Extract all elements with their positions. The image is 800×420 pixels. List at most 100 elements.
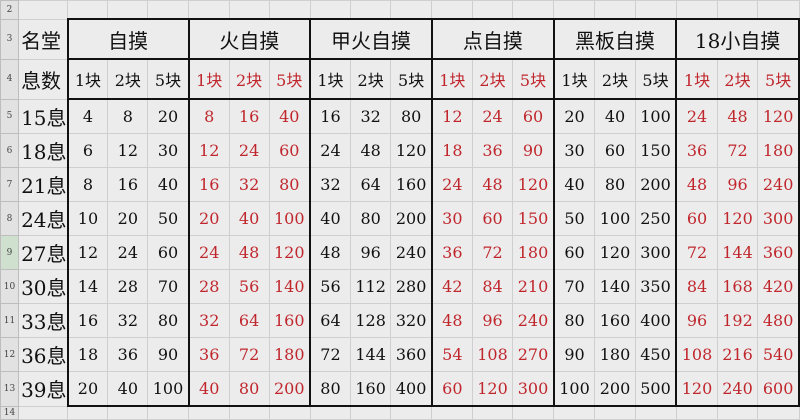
row-header[interactable]: 13 [0,371,20,407]
row-header[interactable]: 12 [0,337,20,372]
empty-cell[interactable] [634,0,677,20]
row-header[interactable]: 9 [0,235,20,270]
value-cell[interactable]: 160 [268,303,312,338]
value-cell[interactable]: 96 [675,303,718,338]
value-cell[interactable]: 18 [430,133,473,168]
value-cell[interactable]: 80 [390,98,433,134]
row-header[interactable]: 8 [0,201,20,236]
value-cell[interactable]: 16 [107,167,149,202]
value-cell[interactable]: 48 [716,98,759,134]
value-cell[interactable]: 400 [634,303,678,338]
value-cell[interactable]: 80 [268,167,312,202]
empty-cell[interactable] [431,0,473,20]
value-cell[interactable]: 48 [349,133,392,168]
sub-header[interactable]: 5块 [268,58,312,100]
sub-header[interactable]: 5块 [390,58,433,100]
value-cell[interactable]: 120 [390,133,433,168]
value-cell[interactable]: 192 [716,303,759,338]
row-name[interactable]: 39息 [18,371,69,407]
value-cell[interactable]: 56 [309,269,351,304]
sub-header[interactable]: 2块 [471,58,514,100]
value-cell[interactable]: 24 [228,133,270,168]
empty-cell[interactable] [228,405,270,420]
value-cell[interactable]: 48 [309,235,351,270]
value-cell[interactable]: 40 [228,201,270,236]
value-cell[interactable]: 216 [716,337,759,372]
value-cell[interactable]: 36 [430,235,473,270]
group-header[interactable]: 点自摸 [430,18,555,60]
value-cell[interactable]: 72 [309,337,351,372]
value-cell[interactable]: 168 [716,269,759,304]
value-cell[interactable]: 36 [471,133,514,168]
value-cell[interactable]: 200 [390,201,433,236]
empty-cell[interactable] [188,0,230,20]
empty-cell[interactable] [309,0,351,20]
value-cell[interactable]: 108 [675,337,718,372]
empty-cell[interactable] [431,405,473,420]
value-cell[interactable]: 24 [309,133,351,168]
value-cell[interactable]: 60 [471,201,514,236]
empty-cell[interactable] [594,0,636,20]
value-cell[interactable]: 60 [147,235,190,270]
row-name[interactable]: 15息 [18,98,69,134]
value-cell[interactable]: 12 [187,133,230,168]
value-cell[interactable]: 40 [268,98,312,134]
value-cell[interactable]: 36 [187,337,230,372]
group-header[interactable]: 自摸 [66,18,190,60]
value-cell[interactable]: 60 [675,201,718,236]
value-cell[interactable]: 24 [107,235,149,270]
empty-cell[interactable] [268,0,311,20]
value-cell[interactable]: 12 [107,133,149,168]
value-cell[interactable]: 180 [757,133,800,168]
group-header[interactable]: 18小自摸 [675,18,800,60]
value-cell[interactable]: 100 [552,371,596,407]
row-header[interactable]: 2 [0,0,20,20]
value-cell[interactable]: 200 [268,371,312,407]
name-header-top[interactable]: 名堂 [18,18,69,60]
value-cell[interactable]: 32 [228,167,270,202]
value-cell[interactable]: 70 [147,269,190,304]
row-name[interactable]: 21息 [18,167,69,202]
value-cell[interactable]: 180 [268,337,312,372]
empty-cell[interactable] [675,0,718,20]
row-header[interactable]: 3 [0,18,20,60]
value-cell[interactable]: 54 [430,337,473,372]
value-cell[interactable]: 24 [471,98,514,134]
value-cell[interactable]: 120 [594,235,636,270]
value-cell[interactable]: 56 [228,269,270,304]
value-cell[interactable]: 64 [309,303,351,338]
empty-cell[interactable] [107,0,149,20]
value-cell[interactable]: 240 [757,167,800,202]
value-cell[interactable]: 240 [390,235,433,270]
value-cell[interactable]: 14 [66,269,109,304]
value-cell[interactable]: 240 [512,303,555,338]
empty-cell[interactable] [309,405,351,420]
value-cell[interactable]: 90 [512,133,555,168]
value-cell[interactable]: 180 [594,337,636,372]
sub-header[interactable]: 2块 [594,58,636,100]
value-cell[interactable]: 72 [675,235,718,270]
row-name[interactable]: 27息 [18,235,69,270]
value-cell[interactable]: 64 [228,303,270,338]
group-header[interactable]: 甲火自摸 [309,18,433,60]
value-cell[interactable]: 40 [552,167,596,202]
value-cell[interactable]: 16 [228,98,270,134]
value-cell[interactable]: 28 [187,269,230,304]
group-header[interactable]: 黑板自摸 [552,18,678,60]
value-cell[interactable]: 100 [634,98,678,134]
value-cell[interactable]: 30 [552,133,596,168]
value-cell[interactable]: 120 [757,98,800,134]
sub-header[interactable]: 1块 [430,58,473,100]
row-header[interactable]: 4 [0,58,20,100]
empty-cell[interactable] [67,405,109,420]
row-header[interactable]: 5 [0,98,20,134]
empty-cell[interactable] [594,405,636,420]
value-cell[interactable]: 10 [66,201,109,236]
empty-cell[interactable] [675,405,718,420]
value-cell[interactable]: 160 [390,167,433,202]
value-cell[interactable]: 20 [107,201,149,236]
value-cell[interactable]: 4 [66,98,109,134]
value-cell[interactable]: 36 [675,133,718,168]
value-cell[interactable]: 50 [147,201,190,236]
